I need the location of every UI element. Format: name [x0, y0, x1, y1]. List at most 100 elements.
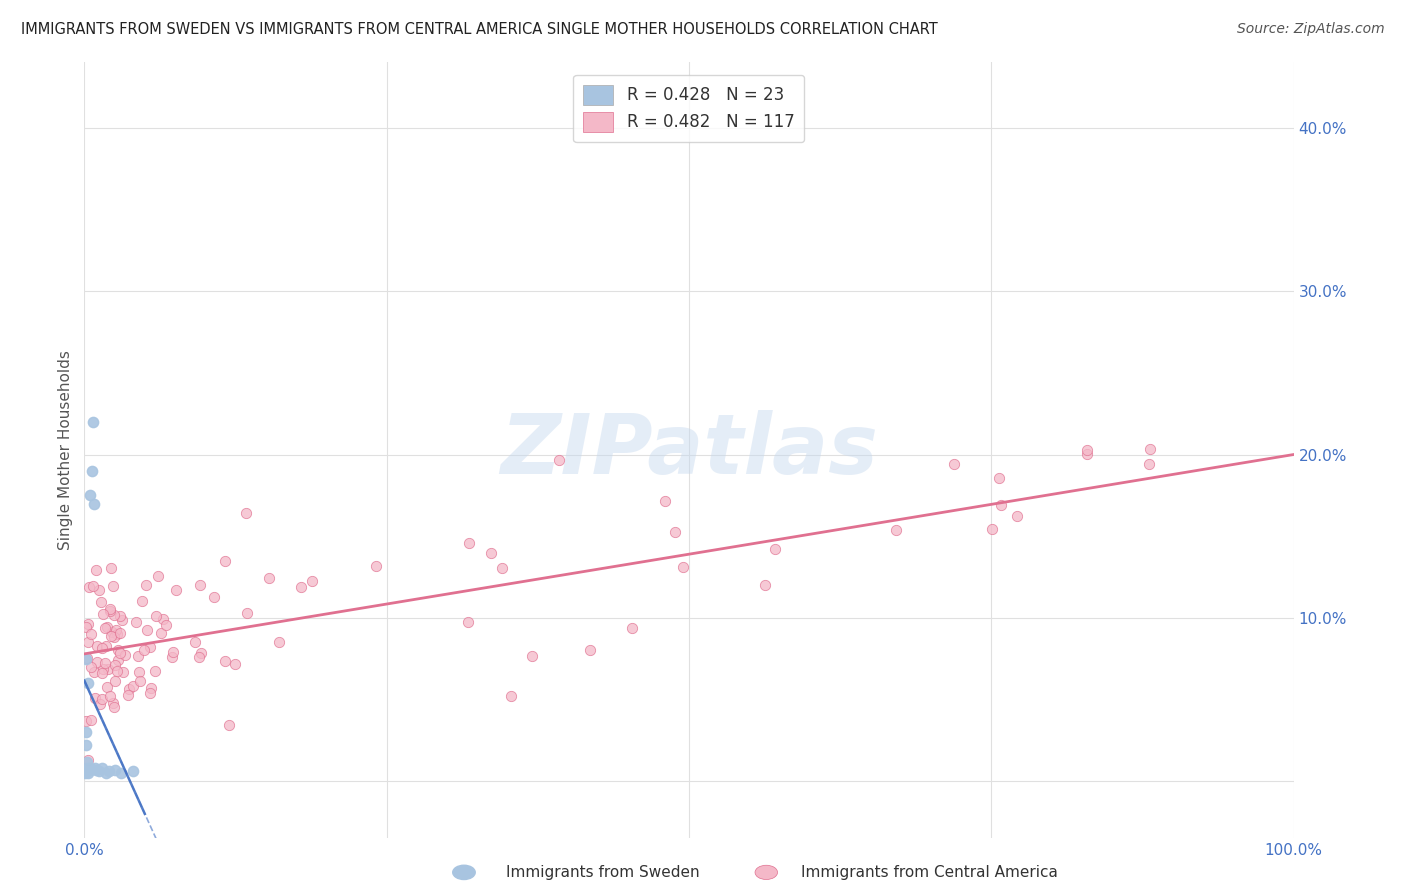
Point	[108, 647, 131, 661]
Legend: R = 0.428   N = 23, R = 0.482   N = 117: R = 0.428 N = 23, R = 0.482 N = 117	[574, 75, 804, 142]
Point	[104, 623, 127, 637]
Text: IMMIGRANTS FROM SWEDEN VS IMMIGRANTS FROM CENTRAL AMERICA SINGLE MOTHER HOUSEHOL: IMMIGRANTS FROM SWEDEN VS IMMIGRANTS FRO…	[21, 22, 938, 37]
Point	[77, 753, 100, 767]
Point	[98, 604, 121, 618]
Point	[364, 559, 387, 574]
Point	[100, 561, 122, 575]
Point	[754, 578, 776, 592]
Point	[91, 665, 114, 680]
Point	[218, 718, 240, 732]
Point	[80, 627, 103, 641]
Point	[96, 639, 118, 653]
Point	[75, 714, 97, 728]
Point	[990, 498, 1012, 512]
Point	[162, 650, 184, 665]
Point	[146, 569, 169, 583]
Point	[103, 607, 125, 622]
Point	[184, 634, 207, 648]
Text: Immigrants from Central America: Immigrants from Central America	[801, 865, 1059, 880]
Point	[134, 643, 156, 657]
Point	[257, 571, 280, 585]
Point	[202, 590, 225, 604]
Point	[77, 763, 100, 777]
Point	[105, 627, 128, 641]
Point	[128, 665, 150, 679]
Point	[76, 635, 98, 649]
Point	[107, 643, 129, 657]
Point	[1005, 508, 1028, 523]
Point	[267, 635, 290, 649]
Point	[103, 630, 125, 644]
Point	[103, 696, 125, 710]
Point	[145, 609, 167, 624]
Point	[162, 645, 184, 659]
Point	[290, 580, 312, 594]
Point	[93, 656, 115, 670]
Point	[107, 653, 129, 667]
Point	[1139, 442, 1161, 456]
Point	[84, 691, 107, 706]
Point	[981, 522, 1004, 536]
Text: Immigrants from Sweden: Immigrants from Sweden	[506, 865, 700, 880]
Point	[83, 497, 105, 511]
Point	[190, 577, 212, 591]
Point	[75, 652, 97, 666]
Point	[75, 620, 97, 634]
Point	[579, 643, 602, 657]
Point	[111, 613, 134, 627]
Point	[110, 766, 132, 780]
Point	[76, 651, 98, 665]
Point	[98, 689, 121, 703]
Point	[75, 725, 97, 739]
Point	[89, 582, 111, 597]
Point	[138, 640, 160, 655]
Point	[77, 580, 100, 594]
Point	[76, 755, 98, 769]
Point	[101, 579, 124, 593]
Point	[90, 595, 112, 609]
Point	[165, 582, 187, 597]
Point	[82, 579, 104, 593]
Point	[127, 649, 149, 664]
Point	[73, 766, 96, 780]
Point	[77, 617, 100, 632]
Point	[139, 686, 162, 700]
Point	[104, 657, 127, 672]
Point	[224, 657, 246, 672]
Point	[654, 493, 676, 508]
Point	[763, 542, 786, 557]
Point	[1076, 443, 1098, 458]
Point	[621, 621, 644, 635]
Point	[86, 639, 108, 653]
Y-axis label: Single Mother Households: Single Mother Households	[58, 351, 73, 550]
Point	[89, 697, 111, 711]
Point	[143, 664, 166, 678]
Point	[236, 606, 259, 620]
Point	[80, 713, 103, 727]
Point	[80, 660, 103, 674]
Point	[135, 623, 157, 637]
Point	[86, 763, 108, 777]
Point	[943, 457, 966, 471]
Point	[129, 673, 152, 688]
Point	[235, 507, 257, 521]
Point	[187, 650, 209, 665]
Point	[548, 453, 571, 467]
Point	[987, 471, 1010, 485]
Point	[664, 525, 686, 540]
Point	[118, 681, 141, 696]
Point	[301, 574, 323, 588]
Point	[104, 674, 127, 689]
Point	[86, 655, 108, 669]
Point	[108, 609, 131, 624]
Point	[150, 625, 173, 640]
Point	[111, 665, 134, 679]
Point	[75, 739, 97, 753]
Point	[90, 640, 112, 655]
Point	[84, 761, 107, 775]
Point	[80, 464, 103, 478]
Point	[91, 607, 114, 621]
Point	[83, 665, 105, 680]
Point	[84, 563, 107, 577]
Point	[125, 615, 148, 630]
